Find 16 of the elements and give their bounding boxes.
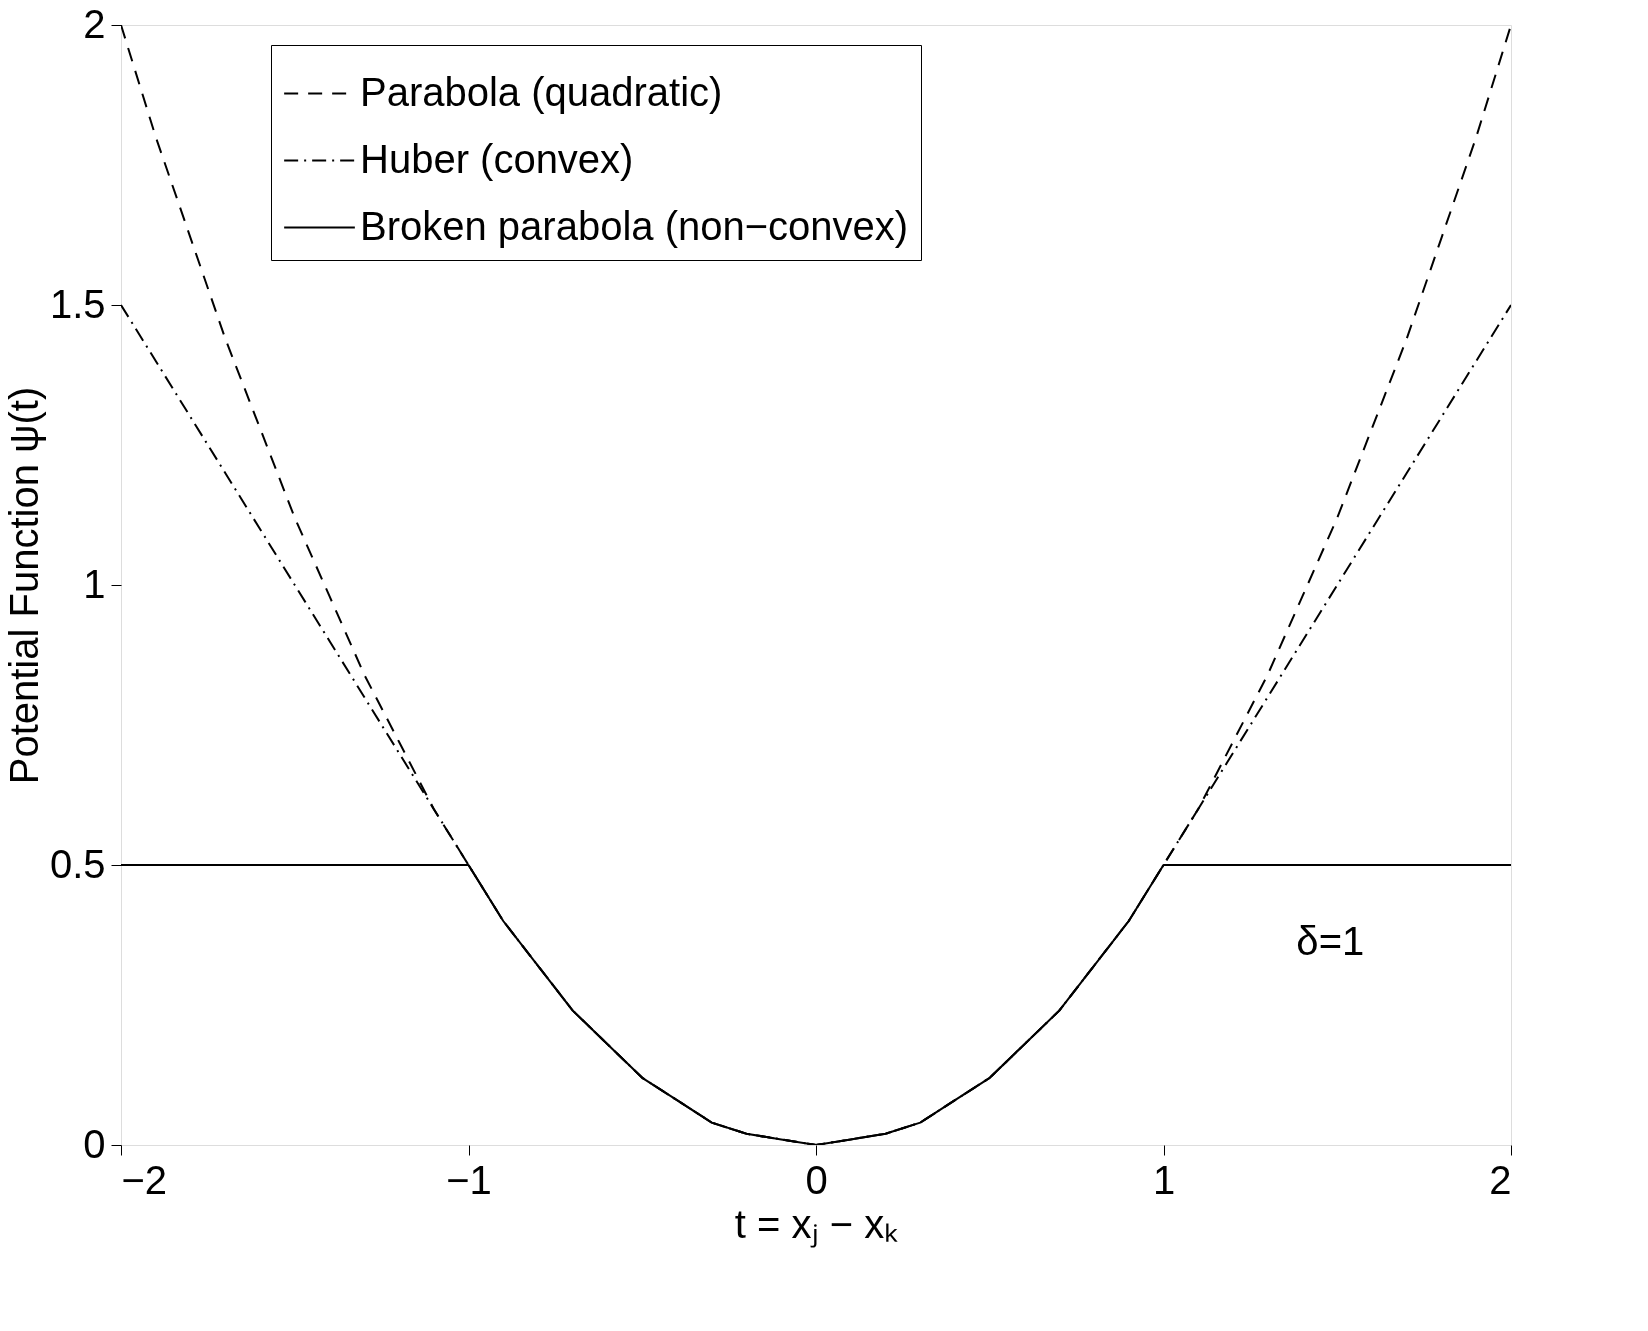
x-tick-label: 0 <box>805 1157 828 1202</box>
x-tick-label: −2 <box>121 1157 168 1202</box>
legend-label: Parabola (quadratic) <box>360 69 723 114</box>
y-axis-title: Potential Function ψ(t) <box>1 386 46 785</box>
y-tick-label: 0 <box>83 1121 106 1166</box>
annotation: δ=1 <box>1296 919 1365 964</box>
y-tick-label: 1.5 <box>49 281 106 326</box>
x-tick-label: −1 <box>446 1157 492 1202</box>
y-tick-label: 1 <box>83 561 106 606</box>
y-tick-label: 0.5 <box>49 841 106 886</box>
x-tick-label: 1 <box>1152 1157 1176 1202</box>
x-tick-label: 2 <box>1489 1157 1512 1202</box>
legend-label: Huber (convex) <box>360 136 634 181</box>
x-axis-title: t = xⱼ − xₖ <box>734 1201 899 1248</box>
y-tick-label: 2 <box>83 1 106 46</box>
legend-label: Broken parabola (non−convex) <box>360 203 909 248</box>
